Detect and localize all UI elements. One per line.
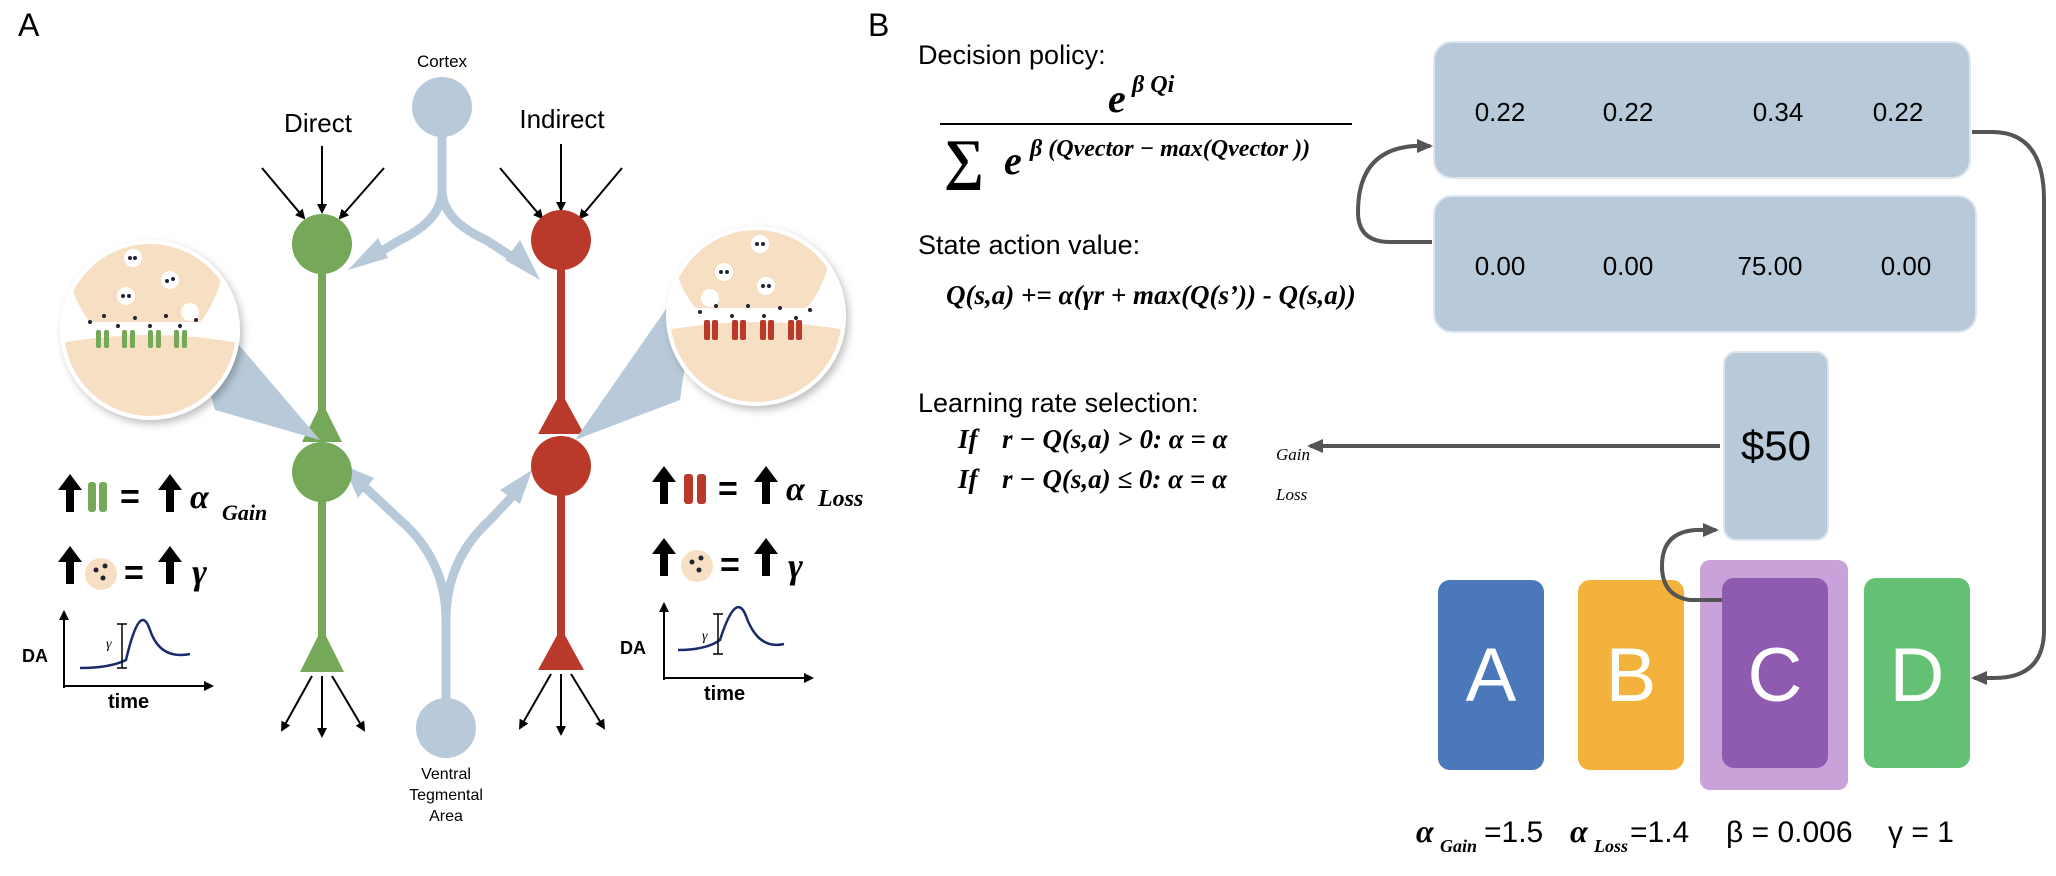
svg-text:=: = [124,554,144,592]
panel-b-letter: B [868,7,889,43]
svg-text:β (Qvector − max(Qvector )): β (Qvector − max(Qvector )) [1029,136,1310,162]
svg-text:Loss: Loss [1275,485,1308,504]
policy-box [1433,41,1971,179]
q-value-box [1433,195,1977,333]
option-card-a[interactable] [1438,580,1544,770]
cortex-node [412,77,472,137]
indirect-da-plot: DA time γ [620,602,814,705]
q-values: 0.00 0.00 75.00 0.00 [1475,251,1932,281]
q-value-a: 0.00 [1475,251,1526,281]
svg-text:If: If [957,464,981,494]
learning-rate-label: Learning rate selection: [918,388,1199,418]
reward-box [1723,351,1829,541]
indirect-pathway: Indirect [499,104,623,736]
policy-value-b: 0.22 [1603,97,1654,127]
softmax-equation: e β Qi ∑ e β (Qvector − max(Qvector )) [940,72,1352,191]
option-card-d[interactable] [1864,578,1970,768]
q-value-d: 0.00 [1881,251,1932,281]
policy-value-c: 0.34 [1753,97,1804,127]
svg-text:time: time [704,683,745,705]
q-value-c: 75.00 [1737,251,1802,281]
svg-text:γ: γ [106,637,112,652]
svg-text:If: If [957,424,981,454]
gain-alpha: α [190,479,210,516]
svg-text:β Qi: β Qi [1131,72,1175,98]
indirect-synapse-zoom [575,226,846,440]
indirect-label: Indirect [519,104,605,134]
cortex-label: Cortex [417,52,468,71]
svg-text:=1.5: =1.5 [1484,816,1543,849]
svg-text:r − Q(s,a) ≤ 0: α = α: r − Q(s,a) ≤ 0: α = α [1002,464,1228,494]
gain-gamma: γ [192,552,207,592]
svg-text:DA: DA [620,638,646,658]
policy-to-option-arrow [1971,130,2046,685]
svg-text:D: D [1890,633,1945,718]
vta-label-line2: Tegmental [409,787,483,804]
vta-node [416,698,476,758]
choice-to-reward-arrow [1659,523,1722,602]
svg-text:Loss: Loss [1593,836,1628,856]
gain-subscript: Gain [222,500,267,525]
direct-da-plot: DA time γ [22,610,214,713]
direct-label: Direct [284,108,353,138]
svg-text:time: time [108,691,149,713]
option-card-b[interactable] [1578,580,1684,770]
cortex-projections [365,125,525,267]
svg-text:Gain: Gain [1440,836,1477,856]
svg-text:=: = [120,478,140,516]
svg-text:B: B [1606,633,1657,718]
svg-text:C: C [1748,633,1803,718]
option-cards: A B C D [1438,578,1970,770]
svg-text:∑: ∑ [944,129,984,191]
gain-legend: = α Gain = γ [58,474,267,592]
q-update-equation: Q(s,a) += α(γr + max(Q(s’)) - Q(s,a)) [946,280,1356,310]
direct-synapse-zoom [60,240,320,440]
svg-text:β = 0.006: β = 0.006 [1726,816,1853,849]
vta-label-line1: Ventral [421,766,471,783]
svg-text:DA: DA [22,646,48,666]
decision-policy-label: Decision policy: [918,40,1106,70]
q-to-policy-arrow [1355,139,1433,244]
state-action-label: State action value: [918,230,1140,260]
loss-legend: = α Loss = γ [652,466,863,586]
learning-rate-rules: If r − Q(s,a) > 0: α = α Gain If r − Q(s… [957,424,1310,504]
svg-text:=: = [720,546,740,584]
q-value-b: 0.00 [1603,251,1654,281]
svg-text:α: α [1570,813,1589,849]
svg-text:γ = 1: γ = 1 [1888,816,1954,849]
policy-values: 0.22 0.22 0.34 0.22 [1475,97,1924,127]
loss-alpha: α [786,471,806,508]
option-card-c[interactable] [1722,578,1828,768]
svg-text:=1.4: =1.4 [1630,816,1689,849]
svg-text:Gain: Gain [1276,445,1310,464]
svg-text:r − Q(s,a) > 0: α = α: r − Q(s,a) > 0: α = α [1002,424,1229,454]
loss-subscript: Loss [817,486,863,512]
panel-a-letter: A [18,7,40,43]
vta-projections [350,473,525,715]
svg-text:e: e [1108,76,1126,121]
svg-text:A: A [1466,633,1517,718]
parameter-row: α Gain =1.5 α Loss =1.4 β = 0.006 γ = 1 [1416,813,1954,856]
loss-gamma: γ [788,546,803,586]
svg-text:=: = [718,470,738,508]
svg-text:α: α [1416,813,1435,849]
policy-value-a: 0.22 [1475,97,1526,127]
vta-label-line3: Area [429,808,463,825]
cortex-arrowheads [348,238,540,280]
svg-text:e: e [1004,138,1022,183]
svg-text:γ: γ [702,629,708,644]
policy-value-d: 0.22 [1873,97,1924,127]
reward-value: $50 [1741,422,1811,469]
